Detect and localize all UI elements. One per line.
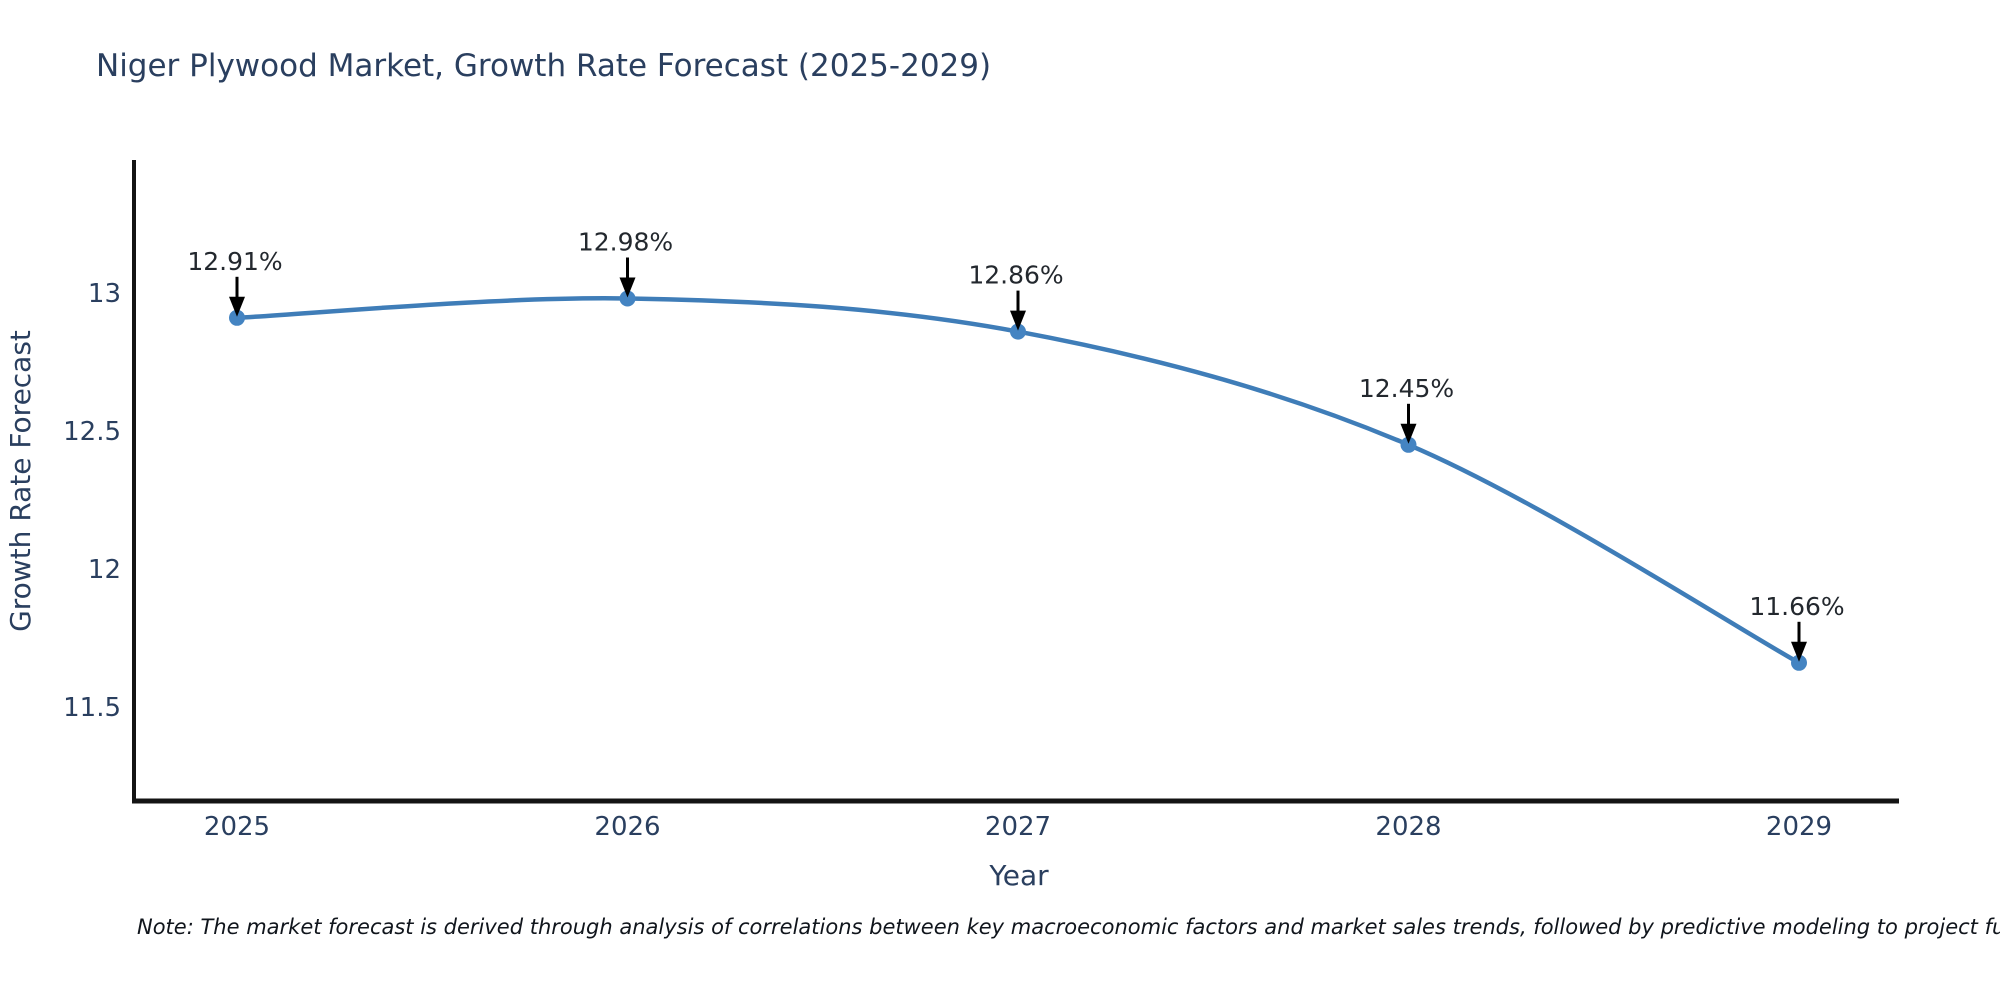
data-point-marker	[619, 290, 636, 307]
y-tick-label: 12.5	[63, 417, 121, 447]
x-tick-label: 2027	[985, 812, 1051, 842]
x-tick-label: 2028	[1375, 812, 1441, 842]
series-line	[234, 296, 1802, 666]
annotation-label: 11.66%	[1749, 592, 1844, 621]
x-axis-title: Year	[988, 859, 1049, 892]
annotation-label: 12.86%	[968, 261, 1063, 290]
annotation-arrowhead	[1400, 423, 1417, 444]
x-tick-label: 2025	[204, 812, 270, 842]
annotation-arrowhead	[1010, 310, 1026, 331]
chart-note: Note: The market forecast is derived thr…	[137, 915, 2000, 939]
y-tick-label: 11.5	[63, 693, 121, 723]
annotation-label: 12.45%	[1359, 374, 1454, 403]
annotation-arrowhead	[619, 277, 636, 298]
data-point-marker	[1010, 323, 1026, 340]
chart-title: Niger Plywood Market, Growth Rate Foreca…	[96, 48, 992, 84]
annotation-label: 12.91%	[187, 247, 282, 276]
y-tick-label: 13	[88, 279, 121, 309]
annotation-label: 12.98%	[578, 228, 673, 257]
x-tick-label: 2029	[1766, 812, 1832, 842]
data-point-marker	[229, 309, 245, 326]
data-point-marker	[1791, 654, 1807, 671]
y-axis-title: Growth Rate Forecast	[4, 330, 37, 632]
annotation-arrowhead	[229, 296, 245, 317]
annotation-arrowhead	[1791, 641, 1807, 662]
data-point-marker	[1400, 436, 1417, 453]
x-tick-label: 2026	[594, 812, 660, 842]
y-tick-label: 12	[88, 555, 121, 585]
